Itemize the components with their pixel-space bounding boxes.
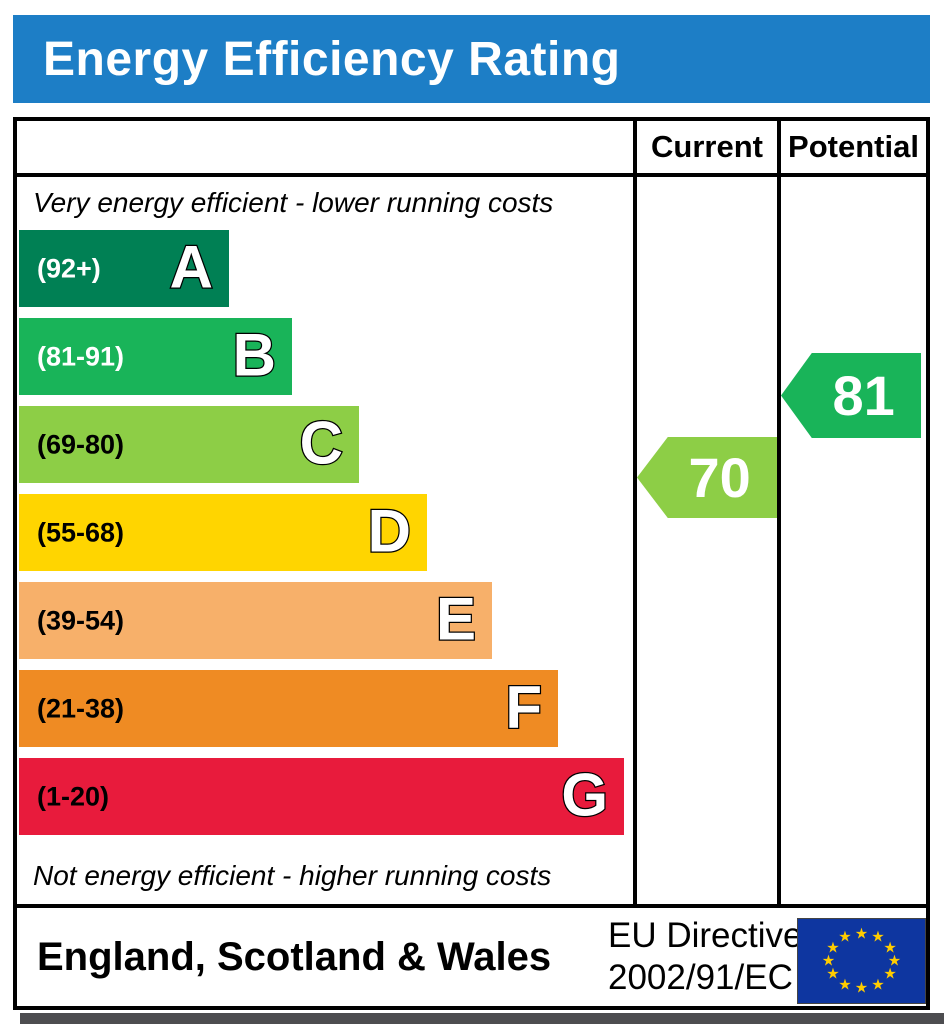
band-row-f: (21-38) F — [19, 670, 558, 747]
band-a-range-label: (92+) — [37, 253, 101, 283]
band-d-letter: D — [366, 496, 412, 566]
current-column-divider-line — [633, 121, 637, 908]
eu-star-icon: ★ — [838, 976, 852, 994]
potential-column-header: Potential — [788, 129, 919, 164]
band-g-range-label: (1-20) — [37, 781, 110, 811]
current-column-header: Current — [651, 129, 763, 164]
band-e-range-label: (39-54) — [37, 605, 125, 635]
current-rating-arrow: 70 — [637, 437, 777, 518]
eu-star-icon: ★ — [826, 965, 840, 983]
band-c-letter: C — [298, 408, 344, 478]
region-label: England, Scotland & Wales — [37, 935, 552, 979]
current-rating-value: 70 — [688, 446, 751, 509]
band-row-g: (1-20) G — [19, 758, 624, 835]
eu-star-icon: ★ — [854, 979, 869, 997]
band-d-range-label: (55-68) — [37, 517, 125, 547]
band-f-range-label: (21-38) — [37, 693, 125, 723]
potential-rating-value: 81 — [832, 364, 895, 427]
eu-star-icon: ★ — [883, 939, 897, 957]
energy-header: Energy Efficiency Rating — [13, 15, 930, 103]
band-c-range-label: (69-80) — [37, 429, 125, 459]
eu-star-icon: ★ — [871, 928, 885, 946]
rating-table: Current Potential Very energy efficient … — [13, 117, 930, 1010]
eu-star-icon: ★ — [821, 952, 836, 970]
header-divider-line — [17, 173, 926, 177]
band-b-range-label: (81-91) — [37, 341, 125, 371]
footer-row: England, Scotland & Wales EU Directive 2… — [17, 908, 926, 1006]
eu-flag: ★ ★ ★ ★ ★ ★ ★ ★ ★ ★ ★ ★ — [797, 918, 926, 1004]
band-f-letter: F — [504, 672, 543, 742]
eu-star-icon: ★ — [854, 925, 869, 943]
eu-directive-line2: 2002/91/EC — [608, 958, 793, 997]
potential-column-divider-line — [777, 121, 781, 908]
bottom-edge-shadow — [20, 1013, 944, 1024]
band-row-e: (39-54) E — [19, 582, 492, 659]
eu-directive-line1: EU Directive — [608, 916, 803, 955]
band-b-letter: B — [231, 320, 277, 390]
band-g-letter: G — [560, 760, 609, 830]
eu-star-icon: ★ — [883, 965, 897, 983]
eu-star-icon: ★ — [887, 952, 902, 970]
page-title: Energy Efficiency Rating — [43, 32, 621, 86]
footer-divider-line — [17, 904, 926, 908]
band-row-c: (69-80) C — [19, 406, 359, 483]
eu-star-icon: ★ — [871, 976, 885, 994]
eu-star-icon: ★ — [826, 939, 840, 957]
band-row-a: (92+) A — [19, 230, 229, 307]
top-note: Very energy efficient - lower running co… — [33, 187, 554, 218]
band-row-d: (55-68) D — [19, 494, 427, 571]
band-e-letter: E — [435, 584, 478, 654]
bottom-note: Not energy efficient - higher running co… — [33, 860, 552, 891]
band-row-b: (81-91) B — [19, 318, 292, 395]
band-a-letter: A — [168, 232, 214, 302]
eu-directive-label: EU Directive 2002/91/EC — [608, 915, 802, 999]
potential-rating-arrow: 81 — [781, 353, 921, 438]
eu-star-icon: ★ — [838, 928, 852, 946]
